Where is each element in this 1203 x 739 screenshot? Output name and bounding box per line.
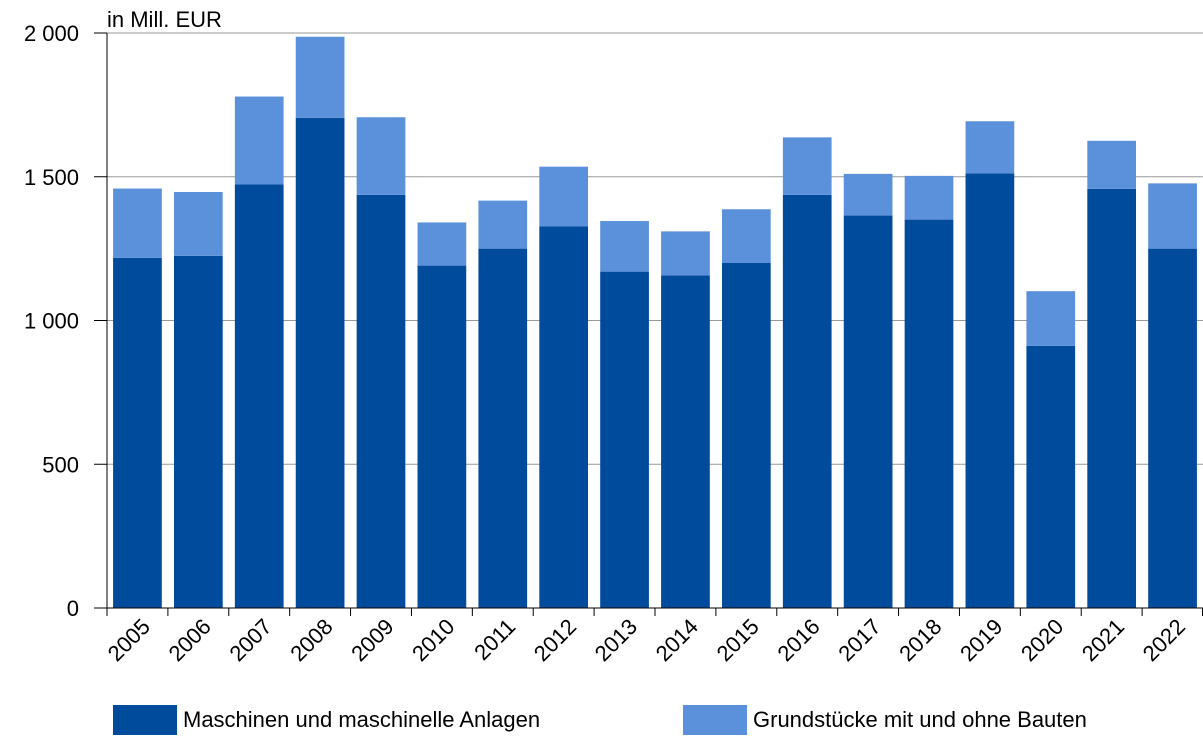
x-tick-label-2014: 2014 — [651, 614, 703, 666]
x-tick-label-2015: 2015 — [712, 614, 764, 666]
bar-2015-series-1 — [721, 209, 771, 263]
bar-2017-series-0 — [843, 215, 893, 608]
y-tick-label-2000: 2 000 — [24, 21, 79, 46]
legend-item-grundstuecke: Grundstücke mit und ohne Bauten — [683, 705, 1087, 735]
bar-2013-series-1 — [600, 221, 649, 272]
x-tick-labels: 2005 2006 2007 2008 2009 2010 2011 2012 2013 2014… — [103, 614, 1190, 666]
x-tick-label-2013: 2013 — [590, 614, 642, 666]
x-tick-label-2010: 2010 — [407, 614, 459, 666]
bar-2008-series-1 — [295, 36, 345, 118]
bar-2009-series-1 — [356, 117, 406, 195]
bar-2005-series-0 — [113, 257, 162, 608]
bar-2021-series-0 — [1087, 188, 1137, 608]
bar-2009-series-0 — [356, 194, 406, 609]
x-tick-label-2006: 2006 — [164, 614, 216, 666]
bar-2011-series-1 — [478, 200, 528, 249]
legend-item-maschinen: Maschinen und maschinelle Anlagen — [113, 705, 540, 735]
bar-2020-series-0 — [1026, 345, 1076, 608]
y-tick-labels: 0 500 1 000 1 500 2 000 — [24, 21, 79, 621]
bar-2007-series-1 — [234, 96, 284, 185]
bar-2012-series-1 — [539, 166, 589, 227]
bar-2011-series-0 — [478, 248, 528, 608]
y-tick-label-1000: 1 000 — [24, 309, 79, 334]
bar-2006-series-0 — [173, 255, 223, 608]
bar-2010-series-1 — [417, 222, 467, 266]
bar-2014-series-1 — [661, 231, 710, 276]
x-tick-label-2016: 2016 — [772, 614, 824, 666]
bars — [113, 36, 1197, 609]
bar-2020-series-1 — [1026, 291, 1076, 346]
x-tick-label-2007: 2007 — [224, 614, 276, 666]
bar-2018-series-0 — [904, 219, 954, 608]
bar-2008-series-0 — [295, 117, 345, 608]
legend-label-maschinen: Maschinen und maschinelle Anlagen — [183, 707, 541, 732]
bar-2013-series-0 — [600, 271, 649, 608]
x-tick-label-2008: 2008 — [285, 614, 337, 666]
bar-2007-series-0 — [234, 184, 284, 608]
x-tick-label-2005: 2005 — [103, 614, 155, 666]
x-tick-label-2017: 2017 — [833, 614, 885, 666]
legend-swatch-grundstuecke — [683, 705, 747, 735]
legend-swatch-maschinen — [113, 705, 177, 735]
bar-2014-series-0 — [661, 275, 710, 608]
bar-2021-series-1 — [1087, 140, 1137, 189]
bar-2016-series-1 — [782, 137, 832, 195]
bar-2018-series-1 — [904, 175, 954, 220]
bar-2012-series-0 — [539, 226, 589, 609]
x-tick-label-2022: 2022 — [1138, 614, 1190, 666]
y-tick-label-0: 0 — [67, 596, 79, 621]
bar-2022-series-1 — [1148, 183, 1197, 249]
bar-2005-series-1 — [113, 188, 162, 258]
axes — [94, 32, 1203, 616]
x-tick-label-2009: 2009 — [346, 614, 398, 666]
bar-2015-series-0 — [721, 263, 771, 608]
bar-2010-series-0 — [417, 265, 467, 608]
x-tick-label-2020: 2020 — [1016, 614, 1068, 666]
y-tick-label-1500: 1 500 — [24, 165, 79, 190]
bar-2006-series-1 — [173, 191, 223, 256]
bar-2016-series-0 — [782, 194, 832, 609]
y-tick-label-500: 500 — [42, 452, 79, 477]
x-tick-label-2018: 2018 — [894, 614, 946, 666]
bar-2022-series-0 — [1148, 248, 1197, 608]
bar-2019-series-0 — [965, 173, 1015, 609]
x-tick-label-2021: 2021 — [1077, 614, 1129, 666]
bar-2017-series-1 — [843, 173, 893, 216]
x-tick-label-2011: 2011 — [469, 614, 520, 665]
legend-label-grundstuecke: Grundstücke mit und ohne Bauten — [753, 707, 1087, 732]
gridlines — [107, 32, 1203, 465]
legend: Maschinen und maschinelle Anlagen Grunds… — [0, 705, 1203, 739]
bar-2019-series-1 — [965, 121, 1015, 174]
x-tick-label-2019: 2019 — [955, 614, 1007, 666]
x-tick-label-2012: 2012 — [529, 614, 581, 666]
y-axis-unit-label: in Mill. EUR — [107, 7, 222, 32]
